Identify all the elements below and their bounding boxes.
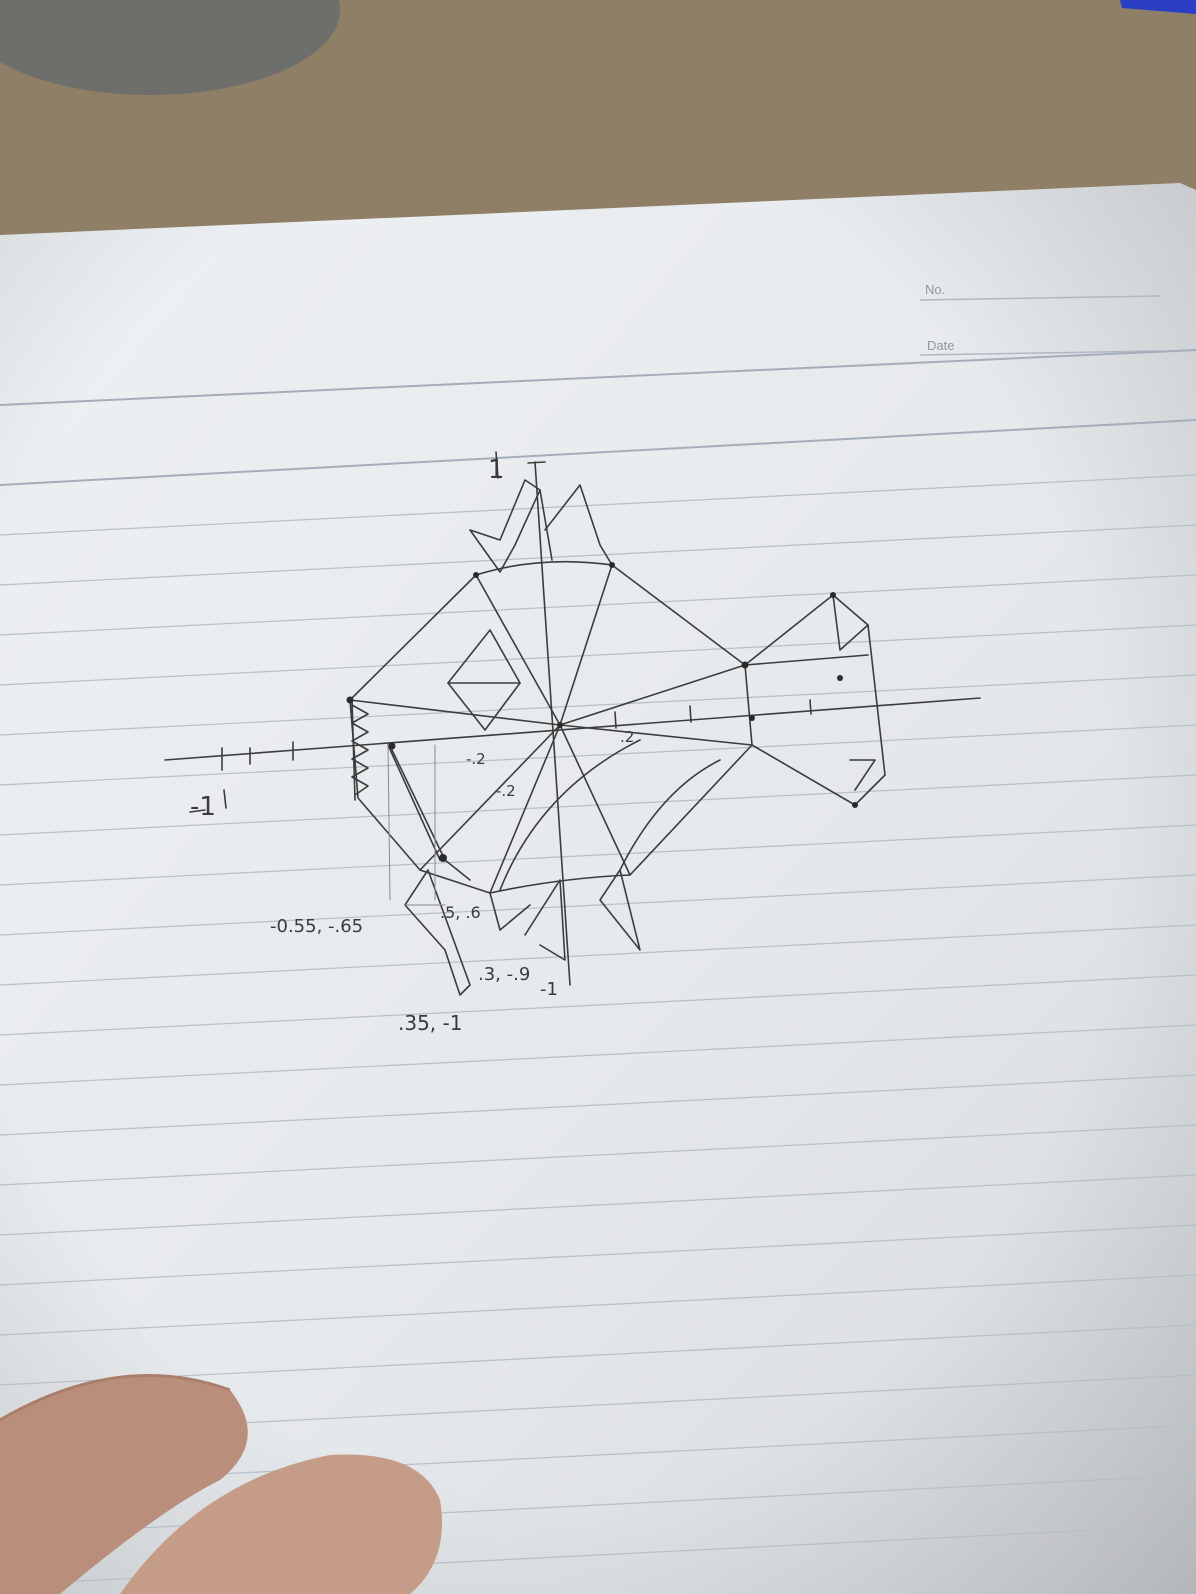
fish-teeth [351,704,369,796]
annotation-a5: .35, -1 [398,1011,462,1035]
date-label: Date [927,338,954,353]
neg-one-tick [223,789,227,809]
ruled-line [0,1324,1196,1386]
annotation-a3: .3, -.9 [478,964,530,985]
no-rule [919,295,1161,301]
fish-sketch [164,451,981,996]
sketch-labels: 1 -1 .2 -.2 -.2 -0.55, -.65 .5, .6 .3, -… [190,455,634,1035]
hand-fingers [0,1373,442,1594]
label-neg-pt2-y: -.2 [496,782,516,800]
ruled-line [0,1024,1196,1086]
bottom-fin-right [599,869,641,951]
vertex-dots [346,562,858,862]
round-object-shadow [0,0,340,95]
ruled-line [0,824,1196,886]
x-axis [164,697,981,761]
fish-body-outline [349,560,753,894]
label-neg-one-x: -1 [190,792,216,822]
date-rule [919,350,1161,356]
dorsal-fin-right [544,484,613,566]
annotation-a2: .5, .6 [440,903,481,922]
construction-lines [387,744,446,906]
fish-tail [744,594,886,806]
fish-jaw [351,699,356,801]
label-y-one: 1 [488,455,505,485]
ruled-line [0,574,1196,636]
notebook-page [0,183,1196,1594]
ruled-line [0,1074,1196,1136]
label-neg-pt2-x: -.2 [466,750,486,768]
bottom-fin-left [404,869,471,996]
ruled-line [0,924,1196,986]
no-label: No. [925,282,945,297]
ruled-line [0,874,1196,936]
ruled-line [0,1124,1196,1186]
ruled-line [0,1274,1196,1336]
y-one-mark [495,451,499,479]
ruled-line [0,974,1196,1036]
blue-object [1120,0,1196,14]
ruled-line [0,474,1196,536]
ruled-line [0,674,1196,736]
ruled-line [0,1224,1196,1286]
annotation-a4: -1 [540,979,558,1000]
neg-one-dash [189,809,206,813]
x-axis-ticks [221,699,812,771]
paper-ruled-lines [0,474,1196,1586]
ruled-line [0,724,1196,786]
label-pt2-x: .2 [620,728,634,746]
ruled-line [0,624,1196,686]
bottom-fin-center [524,879,566,961]
ruled-line [0,1174,1196,1236]
y-top-tick [527,461,546,464]
annotation-a1: -0.55, -.65 [270,916,363,937]
ruled-line [0,524,1196,586]
top-margin-rule-2 [0,419,1196,486]
fish-radial-lines [349,564,753,894]
top-margin-rule-1 [0,349,1196,406]
